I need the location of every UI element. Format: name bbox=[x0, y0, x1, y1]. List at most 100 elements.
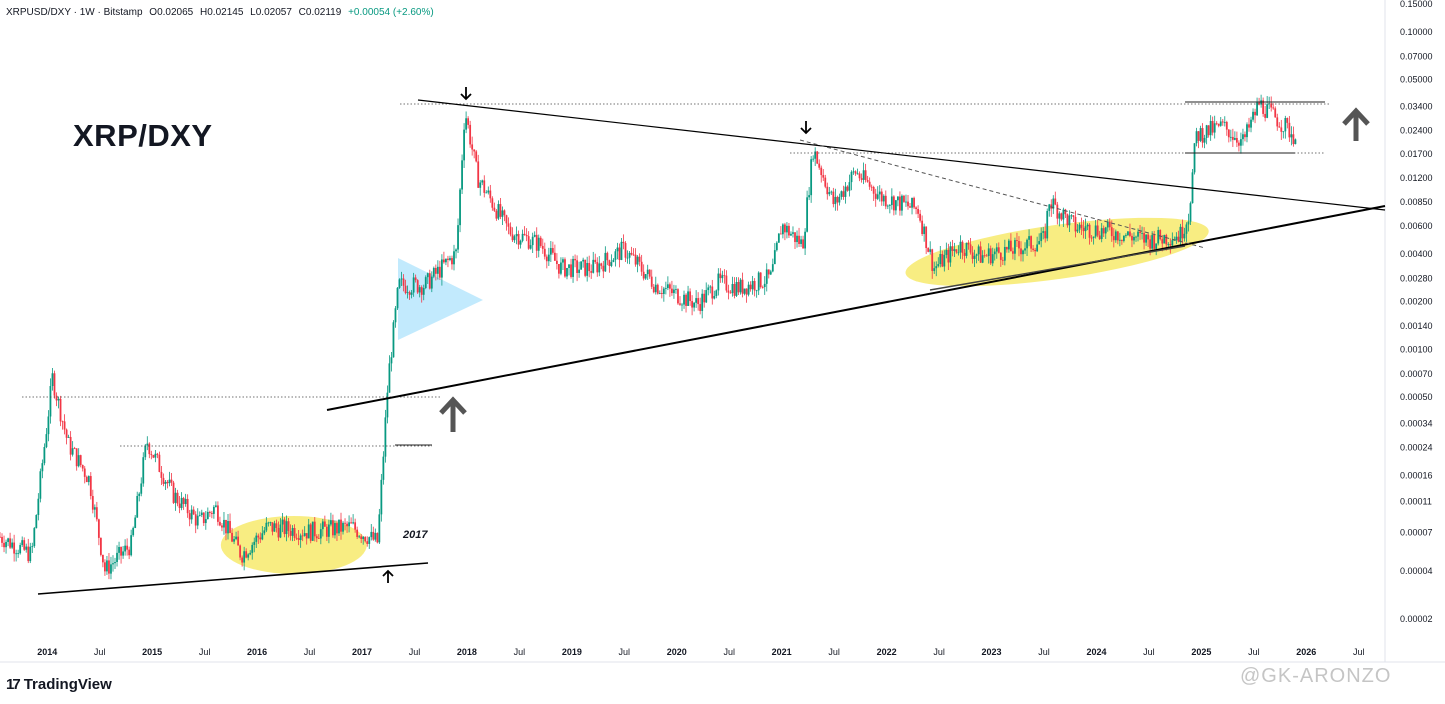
candle-body bbox=[459, 189, 461, 226]
candle-body bbox=[1096, 225, 1099, 236]
candle-body bbox=[416, 280, 419, 293]
candle-body bbox=[652, 286, 655, 293]
candle-body bbox=[507, 223, 510, 227]
candle-body bbox=[172, 482, 175, 503]
candle-body bbox=[1159, 230, 1162, 240]
candle-body bbox=[761, 287, 764, 288]
candle-body bbox=[3, 542, 5, 548]
candle-body bbox=[1068, 215, 1071, 226]
candle-body bbox=[75, 448, 78, 467]
candle-body bbox=[576, 260, 578, 273]
candle-body bbox=[398, 279, 401, 288]
candle-body bbox=[646, 269, 649, 275]
candle-body bbox=[461, 160, 463, 190]
candle-body bbox=[737, 282, 740, 293]
candle-body bbox=[301, 535, 304, 537]
candle-body bbox=[1177, 236, 1180, 242]
tradingview-logo-icon: 17 bbox=[6, 676, 21, 693]
candle-body bbox=[564, 259, 566, 277]
candle-body bbox=[876, 194, 879, 199]
candle-body bbox=[818, 163, 821, 168]
candle-body bbox=[602, 265, 605, 272]
candle-body bbox=[773, 250, 776, 265]
candle-body bbox=[221, 525, 223, 528]
candle-body bbox=[1143, 232, 1145, 243]
candle-body bbox=[225, 519, 227, 534]
candle-body bbox=[935, 266, 938, 269]
candle-body bbox=[475, 151, 478, 162]
candle-body bbox=[1110, 227, 1113, 237]
x-tick-label: 2024 bbox=[1086, 647, 1106, 657]
candle-body bbox=[1014, 240, 1016, 254]
candle-body bbox=[640, 261, 643, 272]
candle-body bbox=[547, 254, 550, 262]
ascending-trendline bbox=[326, 205, 1386, 411]
candle-body bbox=[1161, 239, 1164, 244]
candle-body bbox=[800, 239, 802, 244]
candle-body bbox=[108, 560, 110, 574]
big-up-arrow-icon bbox=[1342, 107, 1370, 141]
candle-body bbox=[874, 193, 877, 199]
candle-body bbox=[1264, 113, 1267, 118]
candle-body bbox=[568, 264, 570, 268]
candle-body bbox=[1032, 248, 1035, 250]
candle-body bbox=[249, 552, 252, 555]
candle-body bbox=[1280, 127, 1283, 132]
candle-body bbox=[182, 497, 185, 505]
candle-body bbox=[438, 266, 441, 278]
candle-body bbox=[164, 481, 167, 484]
candle-body bbox=[1149, 239, 1152, 249]
candle-body bbox=[539, 237, 542, 246]
candle-body bbox=[594, 259, 597, 263]
candle-body bbox=[723, 275, 726, 277]
candle-body bbox=[1221, 121, 1224, 123]
candle-body bbox=[384, 417, 387, 457]
candle-body bbox=[59, 398, 62, 422]
candle-body bbox=[168, 479, 171, 484]
y-tick-label: 0.02400 bbox=[1400, 125, 1433, 135]
candle-body bbox=[279, 524, 282, 538]
candle-body bbox=[257, 535, 260, 538]
candle-body bbox=[767, 269, 770, 275]
year-annotation: 2017 bbox=[403, 529, 428, 541]
tradingview-logo[interactable]: 17 TradingView bbox=[6, 676, 112, 693]
candle-body bbox=[755, 290, 758, 292]
candle-body bbox=[166, 481, 169, 484]
x-tick-label: Jul bbox=[1248, 647, 1260, 657]
candle-body bbox=[388, 363, 391, 393]
candle-body bbox=[321, 521, 324, 530]
candle-body bbox=[1153, 235, 1156, 249]
candle-body bbox=[1169, 244, 1172, 246]
candle-body bbox=[886, 205, 889, 207]
candle-body bbox=[967, 242, 970, 245]
candle-body bbox=[372, 531, 375, 540]
candle-body bbox=[693, 302, 696, 308]
candle-body bbox=[909, 206, 911, 208]
x-tick-label: 2016 bbox=[247, 647, 267, 657]
candle-body bbox=[580, 261, 583, 270]
candle-body bbox=[1003, 246, 1006, 261]
candle-body bbox=[626, 257, 629, 259]
candle-body bbox=[104, 562, 106, 572]
candle-body bbox=[390, 357, 393, 364]
candle-body bbox=[975, 254, 978, 256]
candle-body bbox=[620, 241, 623, 260]
x-tick-label: 2025 bbox=[1191, 647, 1211, 657]
candle-body bbox=[176, 492, 179, 504]
candle-body bbox=[19, 545, 22, 554]
candle-body bbox=[200, 512, 203, 516]
candle-body bbox=[1266, 104, 1269, 118]
y-tick-label: 0.00600 bbox=[1400, 221, 1433, 231]
candle-body bbox=[838, 196, 841, 203]
candle-body bbox=[430, 276, 433, 289]
candle-body bbox=[1125, 235, 1127, 236]
symbol-label[interactable]: XRPUSD/DXY · 1W · Bitstamp bbox=[6, 7, 143, 18]
candle-body bbox=[1201, 128, 1204, 143]
candle-body bbox=[648, 269, 651, 277]
candle-body bbox=[513, 236, 516, 241]
candle-body bbox=[870, 186, 873, 188]
candle-body bbox=[1080, 224, 1083, 228]
candle-body bbox=[927, 248, 930, 252]
